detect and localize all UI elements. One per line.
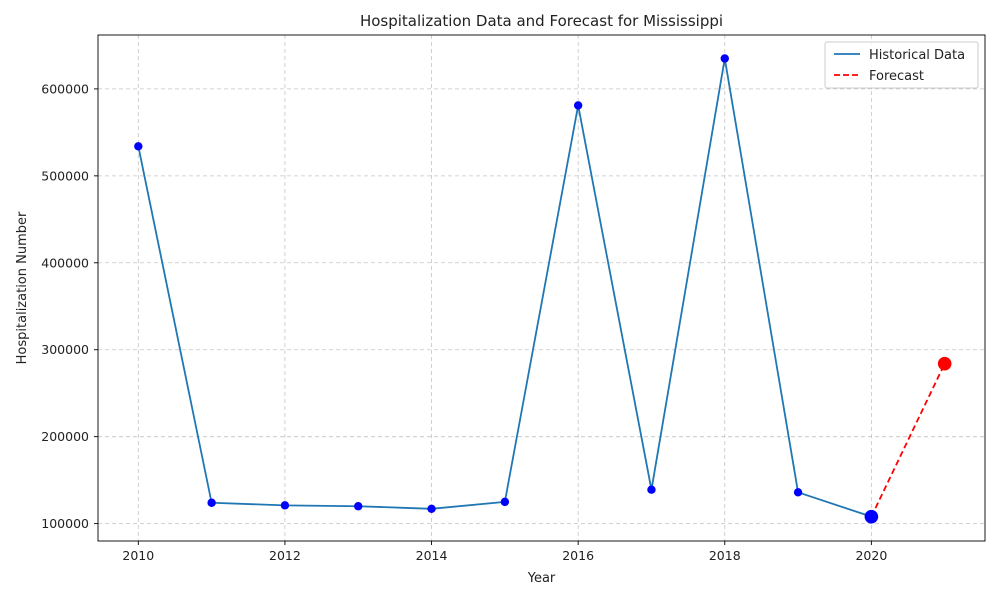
y-tick-label: 200000 (41, 429, 89, 444)
historical-data-point (207, 498, 216, 507)
legend: Historical Data Forecast (824, 41, 979, 89)
grid (98, 35, 985, 541)
historical-data-point (280, 501, 290, 510)
historical-data-point (573, 101, 583, 110)
highlight-point (864, 509, 879, 524)
highlight-point (937, 356, 952, 371)
historical-data-point (793, 488, 803, 497)
y-tick-label: 400000 (41, 255, 89, 270)
plot-frame (97, 34, 986, 542)
y-axis-label: Hospitalization Number (15, 211, 30, 364)
y-tick-label: 600000 (41, 81, 89, 96)
historical-data-point (500, 497, 510, 507)
x-tick-label: 2020 (855, 548, 887, 563)
x-tick-label: 2010 (122, 548, 154, 563)
historical-data-point (647, 485, 656, 494)
legend-label-historical: Historical Data (869, 48, 965, 63)
historical-data-point (720, 54, 729, 63)
y-tick-label: 500000 (41, 168, 89, 183)
legend-label-forecast: Forecast (869, 69, 924, 84)
y-tick-label: 300000 (41, 342, 89, 357)
y-tick-label: 100000 (41, 516, 89, 531)
x-tick-label: 2012 (269, 548, 301, 563)
x-tick-label: 2014 (416, 548, 448, 563)
x-tick-label: 2018 (709, 548, 741, 563)
historical-data-point (134, 142, 143, 151)
marker-layer (134, 54, 952, 524)
x-axis-label: Year (527, 571, 556, 586)
x-tick-label: 2016 (562, 548, 594, 563)
historical-data-point (427, 504, 436, 514)
legend-box (824, 41, 979, 89)
historical-data-point (354, 502, 363, 511)
chart-title: Hospitalization Data and Forecast for Mi… (360, 12, 723, 30)
tick-layer: 2010 2012 2014 2016 2018 2020 100000 200000 3000… (41, 81, 887, 563)
